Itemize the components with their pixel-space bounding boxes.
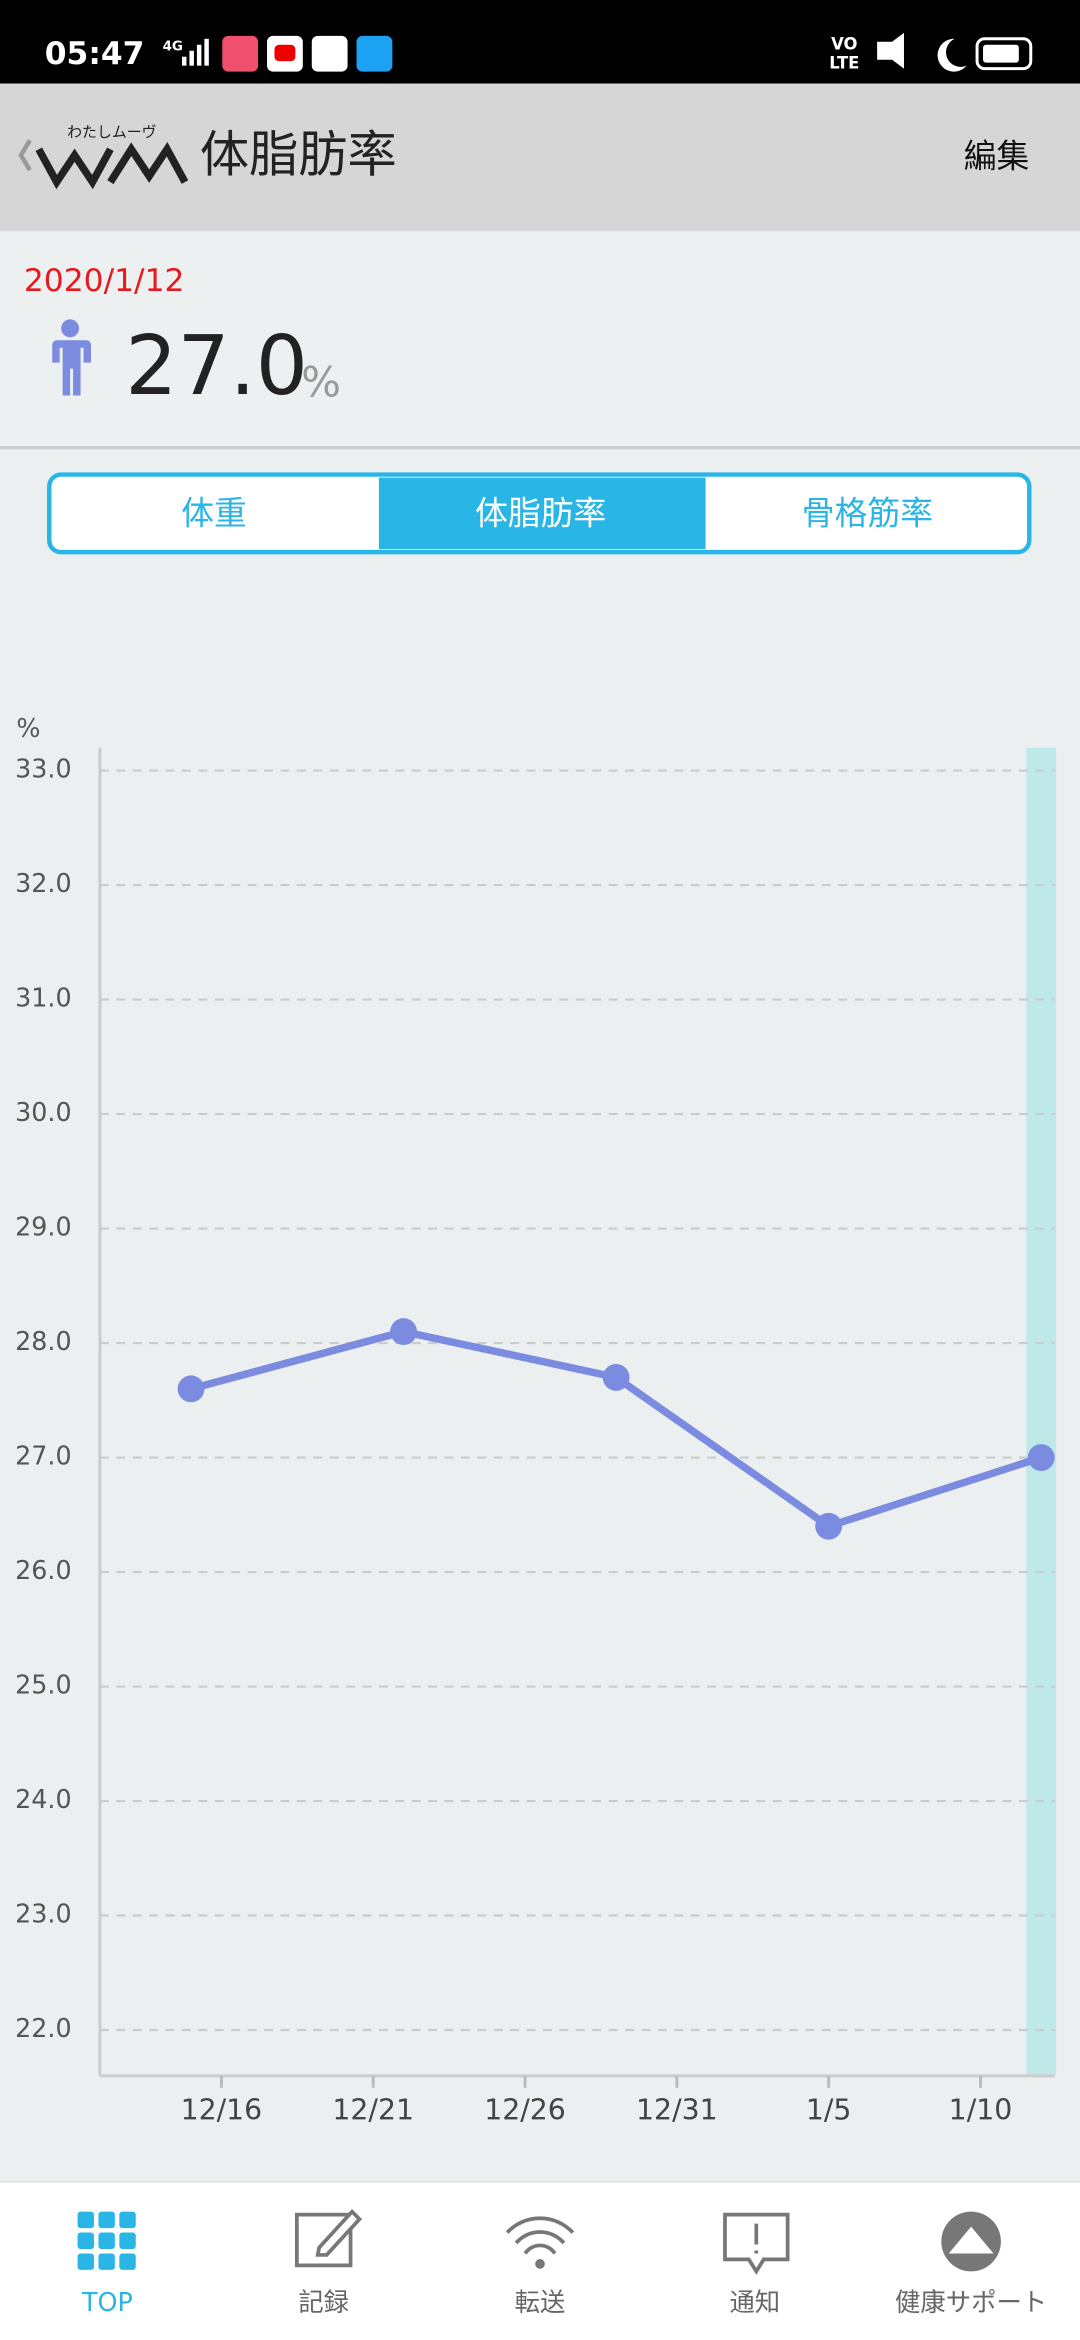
nav-item[interactable]: 転送 bbox=[515, 2287, 566, 2317]
moon-icon bbox=[937, 38, 967, 72]
y-tick-label: 31.0 bbox=[15, 983, 71, 1013]
logo bbox=[35, 142, 189, 190]
data-point bbox=[815, 1512, 843, 1540]
status-time: 05:47 bbox=[45, 36, 145, 72]
transfer-icon[interactable] bbox=[505, 2216, 575, 2269]
edit-button[interactable]: 編集 bbox=[964, 138, 1030, 176]
battery-icon bbox=[975, 37, 1033, 71]
y-tick-label: 30.0 bbox=[15, 1097, 71, 1127]
logo-caption: わたしムーヴ bbox=[67, 123, 157, 141]
mute-icon bbox=[877, 32, 904, 69]
nav-item[interactable]: 記録 bbox=[298, 2287, 349, 2317]
app-icon bbox=[311, 35, 348, 72]
status-volte: LTE bbox=[829, 54, 859, 73]
grid-cell bbox=[98, 2211, 115, 2229]
y-unit: % bbox=[16, 713, 40, 743]
x-tick-label: 1/5 bbox=[806, 2094, 852, 2127]
nav-item[interactable]: 健康サポート bbox=[895, 2287, 1047, 2317]
y-tick-label: 24.0 bbox=[15, 1784, 71, 1814]
app-icon bbox=[222, 35, 259, 72]
summary-unit: % bbox=[301, 358, 341, 407]
app-icon bbox=[274, 44, 296, 62]
data-line bbox=[190, 1327, 1043, 1530]
notify-icon[interactable] bbox=[723, 2212, 790, 2275]
grid-cell bbox=[77, 2253, 94, 2270]
data-point bbox=[602, 1363, 630, 1391]
y-tick-label: 29.0 bbox=[15, 1212, 71, 1242]
nav-item[interactable]: TOP bbox=[81, 2287, 133, 2317]
x-tick-label: 12/16 bbox=[181, 2094, 263, 2127]
tab[interactable]: 体脂肪率 bbox=[475, 494, 606, 532]
tab-bar: 体重 体脂肪率 骨格筋率 bbox=[46, 472, 1032, 555]
grid-cell bbox=[119, 2211, 136, 2229]
highlight-band bbox=[1026, 747, 1057, 2076]
summary bbox=[0, 231, 1080, 448]
grid-cell bbox=[119, 2232, 136, 2249]
chart: % 22.0 23.0 24.0 25.0 26.0 27.0 28.0 29.0 30.0 31… bbox=[15, 713, 1057, 2127]
x-tick-label: 12/26 bbox=[484, 2094, 566, 2127]
tab[interactable]: 体重 bbox=[181, 494, 247, 532]
grid-cell bbox=[77, 2211, 94, 2229]
y-tick-label: 33.0 bbox=[15, 754, 71, 784]
y-tick-label: 32.0 bbox=[15, 868, 71, 898]
signal-icon bbox=[181, 38, 209, 66]
header bbox=[0, 83, 1080, 232]
nav-icons bbox=[77, 2208, 1001, 2275]
battery-level bbox=[983, 44, 1019, 63]
nav-item[interactable]: 通知 bbox=[729, 2287, 780, 2317]
support-icon[interactable] bbox=[941, 2211, 1001, 2272]
x-tick-label: 12/31 bbox=[636, 2094, 718, 2127]
status-network: 4G bbox=[163, 39, 183, 54]
y-tick-label: 22.0 bbox=[15, 2013, 71, 2043]
record-icon[interactable] bbox=[294, 2208, 363, 2268]
data-point bbox=[390, 1318, 418, 1346]
x-tick-label: 12/21 bbox=[332, 2094, 414, 2127]
back-button[interactable] bbox=[18, 139, 32, 172]
summary-value: 27.0 bbox=[125, 319, 308, 414]
tab-selected bbox=[378, 477, 706, 550]
grid-cell bbox=[119, 2253, 136, 2270]
x-tick-label: 1/10 bbox=[949, 2094, 1013, 2127]
app-icon bbox=[356, 35, 393, 72]
grid-cell bbox=[98, 2253, 115, 2270]
grid-cell bbox=[77, 2232, 94, 2249]
tab[interactable]: 骨格筋率 bbox=[802, 494, 933, 532]
summary-date: 2020/1/12 bbox=[24, 263, 185, 299]
page-title: 体脂肪率 bbox=[200, 126, 397, 184]
y-tick-label: 25.0 bbox=[15, 1670, 71, 1700]
data-point bbox=[177, 1375, 205, 1403]
data-point bbox=[1027, 1444, 1055, 1471]
y-tick-label: 28.0 bbox=[15, 1326, 71, 1356]
y-tick-label: 23.0 bbox=[15, 1899, 71, 1929]
grid-cell bbox=[98, 2232, 115, 2249]
person-icon bbox=[52, 319, 91, 396]
y-tick-label: 26.0 bbox=[15, 1555, 71, 1585]
status-volte: VO bbox=[831, 34, 857, 53]
y-tick-label: 27.0 bbox=[15, 1441, 71, 1471]
top-icon[interactable] bbox=[77, 2211, 136, 2270]
